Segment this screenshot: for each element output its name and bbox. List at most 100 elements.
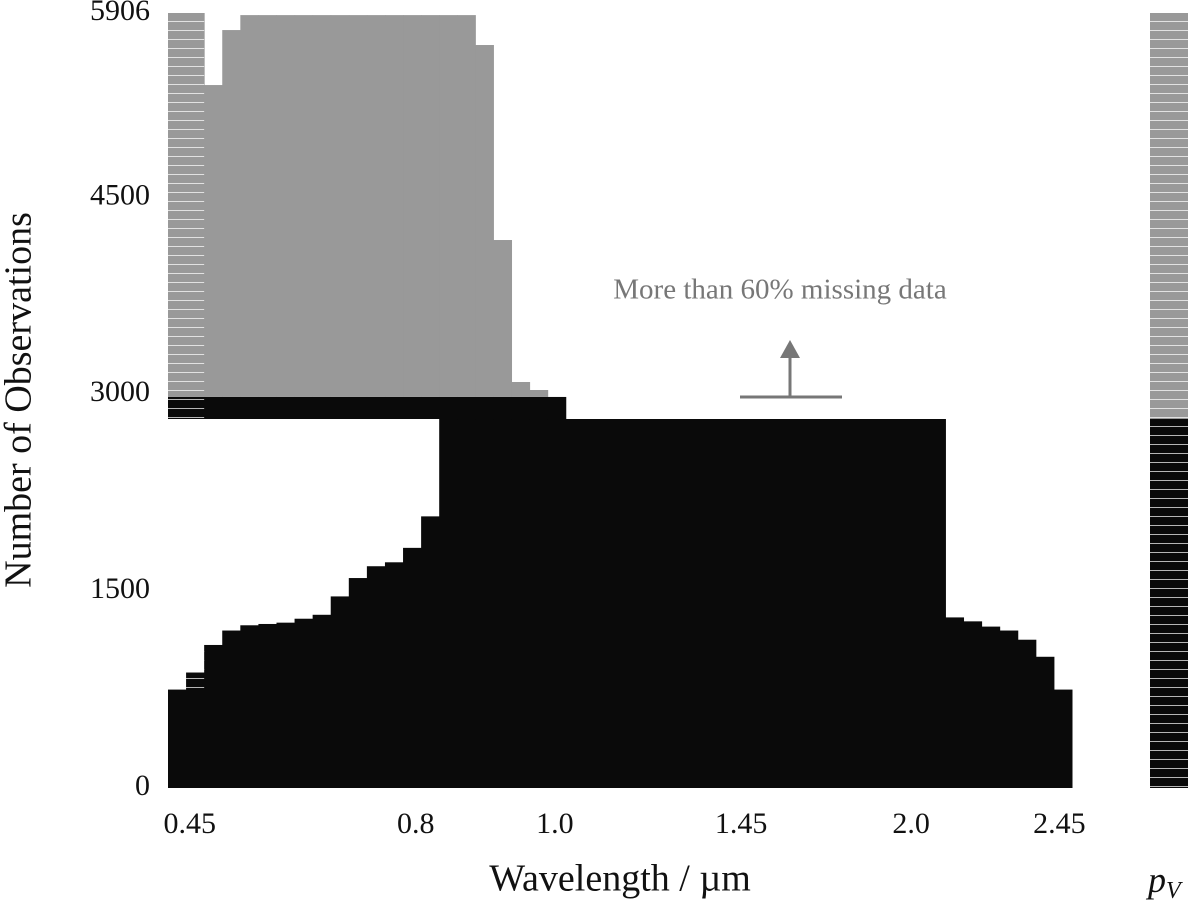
data-column — [294, 618, 314, 788]
data-column — [240, 625, 259, 788]
data-column — [403, 15, 422, 397]
data-column — [403, 547, 422, 788]
data-column — [421, 396, 440, 420]
x-tick-label: 0.45 — [163, 807, 216, 840]
data-column — [529, 419, 549, 788]
data-column — [493, 240, 513, 397]
data-column — [258, 396, 277, 420]
data-column — [1053, 689, 1073, 788]
data-column — [529, 396, 549, 420]
data-column — [439, 419, 458, 788]
x-tick-label: 0.8 — [397, 807, 435, 840]
data-column — [963, 621, 983, 788]
data-column — [891, 419, 910, 788]
data-column — [818, 419, 838, 788]
data-column — [330, 15, 350, 397]
y-tick-label: 5906 — [90, 0, 150, 27]
data-column — [366, 396, 386, 420]
data-column — [276, 15, 296, 397]
matrix — [168, 13, 1073, 788]
data-column — [222, 396, 241, 420]
x-tick-label: 2.45 — [1033, 807, 1086, 840]
data-column — [294, 396, 314, 420]
data-column — [981, 626, 1001, 788]
data-column — [764, 419, 784, 788]
data-column — [222, 630, 241, 788]
data-column — [168, 689, 187, 788]
data-column — [457, 15, 476, 397]
data-column — [493, 419, 513, 788]
data-column — [475, 419, 494, 788]
data-column — [294, 15, 314, 397]
data-column — [403, 396, 422, 420]
x-tick-label: 1.0 — [536, 807, 574, 840]
data-column — [565, 419, 585, 788]
data-column — [384, 396, 404, 420]
data-column — [475, 45, 494, 397]
data-column — [276, 622, 296, 788]
data-column — [493, 396, 513, 420]
data-column — [240, 396, 259, 420]
data-column — [222, 30, 241, 397]
y-axis-label: Number of Observations — [0, 212, 40, 588]
data-column — [728, 419, 748, 788]
annotation: More than 60% missing data — [613, 274, 947, 306]
colorbar-label-sub: V — [1166, 878, 1183, 904]
colorbar-texture — [1150, 13, 1188, 788]
data-column — [511, 396, 531, 420]
data-column — [204, 644, 223, 788]
data-column — [909, 419, 928, 788]
data-column — [511, 381, 531, 397]
data-column — [1017, 639, 1037, 788]
data-column — [384, 15, 404, 397]
data-column — [276, 396, 296, 420]
data-column — [421, 516, 440, 788]
data-column — [348, 578, 368, 788]
data-column — [366, 566, 386, 788]
y-tick-label: 3000 — [90, 375, 150, 408]
data-column — [366, 15, 386, 397]
data-column — [547, 419, 567, 788]
data-column — [312, 15, 332, 397]
data-column — [348, 396, 368, 420]
colorbar-label: pV — [1145, 860, 1183, 903]
data-column — [421, 15, 440, 397]
x-tick-label: 1.45 — [715, 807, 768, 840]
data-column — [638, 419, 657, 788]
data-column — [330, 596, 350, 788]
y-tick-label: 4500 — [90, 178, 150, 211]
data-column — [258, 15, 277, 397]
annotation-arrow — [740, 340, 842, 399]
data-column — [710, 419, 729, 788]
colorbar — [1150, 13, 1188, 788]
data-column — [674, 419, 693, 788]
data-column — [348, 15, 368, 397]
colorbar-label-main: p — [1145, 860, 1166, 900]
texture — [168, 13, 205, 688]
data-column — [855, 419, 874, 788]
data-column — [836, 419, 856, 788]
data-column — [800, 419, 820, 788]
data-column — [547, 396, 567, 420]
data-column — [439, 396, 458, 420]
data-column — [601, 419, 621, 788]
data-column — [204, 85, 223, 397]
y-tick-label: 1500 — [90, 572, 150, 605]
data-column — [1035, 656, 1055, 788]
data-column — [746, 419, 766, 788]
data-column — [782, 419, 802, 788]
data-column — [656, 419, 675, 788]
data-column — [620, 419, 639, 788]
x-tick-label: 2.0 — [892, 807, 930, 840]
data-column — [258, 623, 277, 788]
data-column — [186, 672, 205, 788]
x-axis-label: Wavelength / µm — [489, 858, 751, 900]
data-column — [475, 396, 494, 420]
data-column — [457, 396, 476, 420]
data-column — [583, 419, 603, 788]
data-column — [204, 396, 223, 420]
data-column — [312, 396, 332, 420]
data-column — [873, 419, 892, 788]
data-column — [457, 419, 476, 788]
